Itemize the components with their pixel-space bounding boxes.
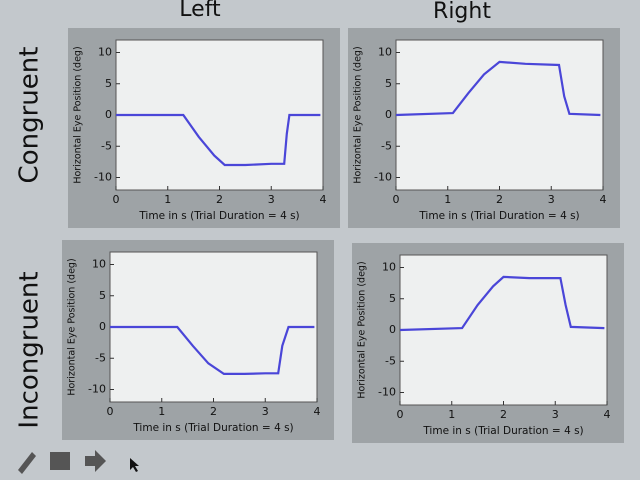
data-line (395, 60, 601, 117)
y-tick-label: -10 (378, 386, 396, 399)
y-tick-label: 5 (105, 77, 112, 90)
y-tick-label: 10 (92, 258, 106, 271)
x-tick-label: 4 (600, 193, 607, 206)
x-tick-label: 0 (107, 405, 114, 418)
x-tick-label: 0 (397, 408, 404, 421)
menu-icon[interactable] (50, 452, 70, 470)
cursor (130, 458, 139, 472)
pen-icon[interactable] (18, 452, 36, 474)
y-tick-label: 5 (389, 292, 396, 305)
y-tick-label: -5 (101, 139, 112, 152)
x-tick-label: 3 (552, 408, 559, 421)
column-label: Right (433, 0, 491, 24)
x-tick-label: 1 (444, 193, 451, 206)
y-tick-label: 5 (99, 289, 106, 302)
x-tick-label: 4 (320, 193, 327, 206)
x-tick-label: 0 (393, 193, 400, 206)
y-tick-label: 0 (385, 108, 392, 121)
y-tick-label: -10 (94, 171, 112, 184)
data-line (116, 113, 321, 167)
y-tick-label: -5 (381, 139, 392, 152)
x-axis-label: Time in s (Trial Duration = 4 s) (422, 425, 583, 437)
y-tick-label: -5 (385, 354, 396, 367)
toolbar (18, 450, 139, 474)
x-tick-label: 2 (500, 408, 507, 421)
x-tick-label: 3 (268, 193, 275, 206)
y-axis-label: Horizontal Eye Position (deg) (67, 258, 78, 395)
y-tick-label: -10 (88, 383, 106, 396)
column-label: Left (179, 0, 221, 22)
x-axis-label: Time in s (Trial Duration = 4 s) (418, 210, 579, 222)
next-icon[interactable] (85, 450, 106, 472)
x-tick-label: 1 (164, 193, 171, 206)
x-tick-label: 3 (262, 405, 269, 418)
x-axis-label: Time in s (Trial Duration = 4 s) (132, 422, 293, 434)
y-axis-label: Horizontal Eye Position (deg) (73, 46, 84, 183)
plot-area (395, 39, 604, 191)
x-tick-label: 1 (158, 405, 165, 418)
x-tick-label: 4 (314, 405, 321, 418)
y-axis-label: Horizontal Eye Position (deg) (357, 261, 368, 398)
y-tick-label: 10 (98, 46, 112, 59)
x-tick-label: 4 (604, 408, 611, 421)
data-line (399, 275, 605, 332)
y-tick-label: 0 (389, 323, 396, 336)
y-tick-label: 0 (105, 108, 112, 121)
x-tick-label: 2 (210, 405, 217, 418)
y-tick-label: 10 (382, 261, 396, 274)
row-label: Incongruent (15, 271, 45, 428)
x-tick-label: 2 (216, 193, 223, 206)
y-tick-label: 5 (385, 77, 392, 90)
x-tick-label: 0 (113, 193, 120, 206)
x-tick-label: 1 (448, 408, 455, 421)
y-tick-label: -10 (374, 171, 392, 184)
y-tick-label: 10 (378, 46, 392, 59)
y-tick-label: -5 (95, 351, 106, 364)
y-axis-label: Horizontal Eye Position (deg) (353, 46, 364, 183)
y-tick-label: 0 (99, 320, 106, 333)
x-tick-label: 3 (548, 193, 555, 206)
data-line (110, 325, 315, 375)
x-tick-label: 2 (496, 193, 503, 206)
x-axis-label: Time in s (Trial Duration = 4 s) (138, 210, 299, 222)
row-label: Congruent (15, 47, 45, 184)
